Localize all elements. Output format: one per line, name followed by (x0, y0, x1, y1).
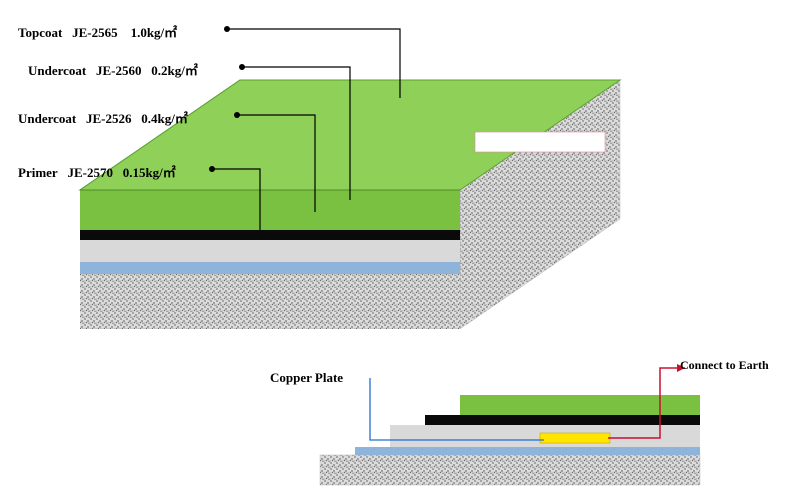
copper-plate-label: Copper Plate (270, 370, 343, 386)
top-cutout (475, 132, 605, 152)
layer-label-1: Undercoat JE-2560 0.2kg/㎡ (28, 60, 198, 79)
side-topcoat (460, 395, 700, 415)
layer-label-2: Undercoat JE-2526 0.4kg/㎡ (18, 108, 188, 127)
copper-plate (540, 433, 610, 443)
side-undercoat1 (425, 415, 700, 425)
side-primer (355, 447, 700, 455)
layer-label-3: Primer JE-2570 0.15kg/㎡ (18, 162, 176, 181)
layer-label-0: Topcoat JE-2565 1.0kg/㎡ (18, 22, 177, 41)
side-concrete (320, 455, 700, 485)
connect-earth-label: Connect to Earth (680, 358, 769, 373)
